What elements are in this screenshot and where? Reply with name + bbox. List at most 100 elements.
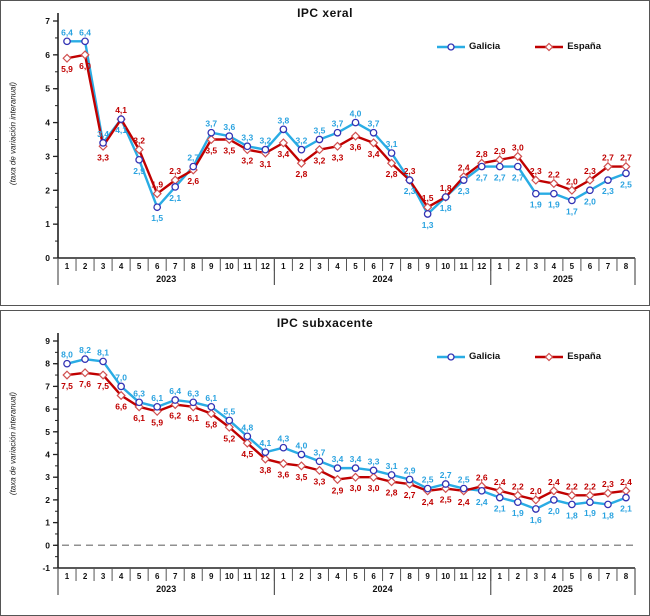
data-label-galicia: 6,3 [187,388,199,398]
month-label: 3 [317,262,322,271]
galicia-line-sample-icon [437,42,466,51]
data-label-galicia: 2,5 [422,475,434,485]
galicia-marker [477,162,486,171]
data-label-espana: 5,2 [223,433,235,443]
month-label: 6 [155,262,160,271]
chart-title: IPC subxacente [276,316,374,330]
data-label-espana: 2,3 [584,166,596,176]
data-label-galicia: 1,5 [151,213,163,223]
y-tick-label: 2 [45,185,50,195]
data-label-espana: 5,9 [151,417,163,427]
data-label-galicia: 2,7 [476,173,488,183]
data-label-galicia: 4,8 [241,422,253,432]
galicia-marker [99,357,107,366]
data-label-espana: 2,9 [332,485,344,495]
data-label-espana: 2,3 [530,166,542,176]
galicia-marker [81,355,89,364]
legend-item-espana: España [534,351,601,362]
espana-marker [152,189,162,199]
data-label-galicia: 1,6 [530,515,542,525]
data-label-espana: 2,2 [584,481,596,491]
data-label-galicia: 1,9 [512,508,524,518]
data-label-galicia: 1,9 [548,200,560,210]
y-tick-label: 5 [45,427,50,437]
month-label: 8 [191,572,196,581]
data-label-galicia: 2,0 [584,196,596,206]
data-label-galicia: 2,0 [548,506,560,516]
data-label-galicia: 3,4 [332,454,344,464]
data-label-galicia: 2,7 [512,173,524,183]
espana-marker [603,161,613,172]
galicia-marker [153,402,162,411]
galicia-marker [568,196,576,205]
legend-label-galicia: Galicia [469,351,501,362]
data-label-galicia: 2,1 [620,504,632,514]
espana-marker [495,486,505,496]
month-label: 1 [281,572,286,581]
espana-marker [368,472,379,482]
espana-marker [278,138,289,148]
data-label-espana: 3,6 [350,142,362,152]
galicia-marker [135,155,143,164]
galicia-marker [225,132,234,140]
data-label-galicia: 3,7 [205,119,217,129]
data-label-espana: 3,2 [133,136,145,146]
galicia-marker [513,498,522,507]
espana-line-sample-icon [535,352,564,361]
galicia-marker [171,396,180,404]
data-label-galicia: 3,3 [241,132,253,142]
legend: Galicia España [436,41,601,52]
month-label: 1 [65,262,70,271]
galicia-marker [333,464,342,472]
year-label: 2023 [156,584,176,594]
data-label-espana: 2,2 [566,481,578,491]
data-label-espana: 2,0 [566,176,578,186]
data-label-galicia: 6,1 [151,393,163,403]
month-label: 7 [389,572,394,581]
data-label-espana: 2,8 [476,149,488,159]
month-label: 9 [425,572,430,581]
data-label-galicia: 6,1 [205,393,217,403]
chart-panel-ipc-subxacente: IPC subxacente (taxa de variación intera… [0,310,650,616]
galicia-marker [550,496,558,504]
month-label: 11 [459,262,468,271]
month-label: 6 [588,572,593,581]
data-label-espana: 3,6 [277,470,289,480]
year-label: 2024 [373,584,393,594]
galicia-marker [531,505,540,513]
month-label: 11 [243,572,252,581]
legend-item-galicia: Galicia [436,351,500,362]
data-label-galicia: 2,9 [133,166,145,176]
data-label-galicia: 3,7 [314,447,326,457]
galicia-marker [225,416,234,425]
data-label-espana: 1,9 [151,180,163,190]
month-label: 6 [588,262,593,271]
galicia-marker [459,176,468,184]
month-label: 1 [498,572,503,581]
galicia-marker [99,139,107,147]
espana-marker [314,145,325,155]
data-label-galicia: 3,4 [97,129,109,139]
galicia-marker [387,471,396,479]
data-label-galicia: 2,1 [494,504,506,514]
galicia-marker [369,128,378,137]
espana-marker [567,185,577,195]
y-tick-label: 4 [45,450,50,460]
galicia-marker [441,480,450,488]
espana-marker [332,141,343,151]
month-label: 5 [137,572,142,581]
month-label: 9 [209,262,214,271]
data-label-galicia: 8,0 [61,350,73,360]
data-label-espana: 2,0 [530,486,542,496]
data-label-espana: 6,1 [133,413,145,423]
espana-marker [332,474,343,485]
galicia-marker [153,203,162,212]
espana-marker [585,175,595,185]
legend-item-espana: España [534,41,601,52]
month-label: 3 [534,262,539,271]
month-label: 6 [371,572,376,581]
galicia-marker [441,193,450,201]
galicia-marker [604,500,612,509]
